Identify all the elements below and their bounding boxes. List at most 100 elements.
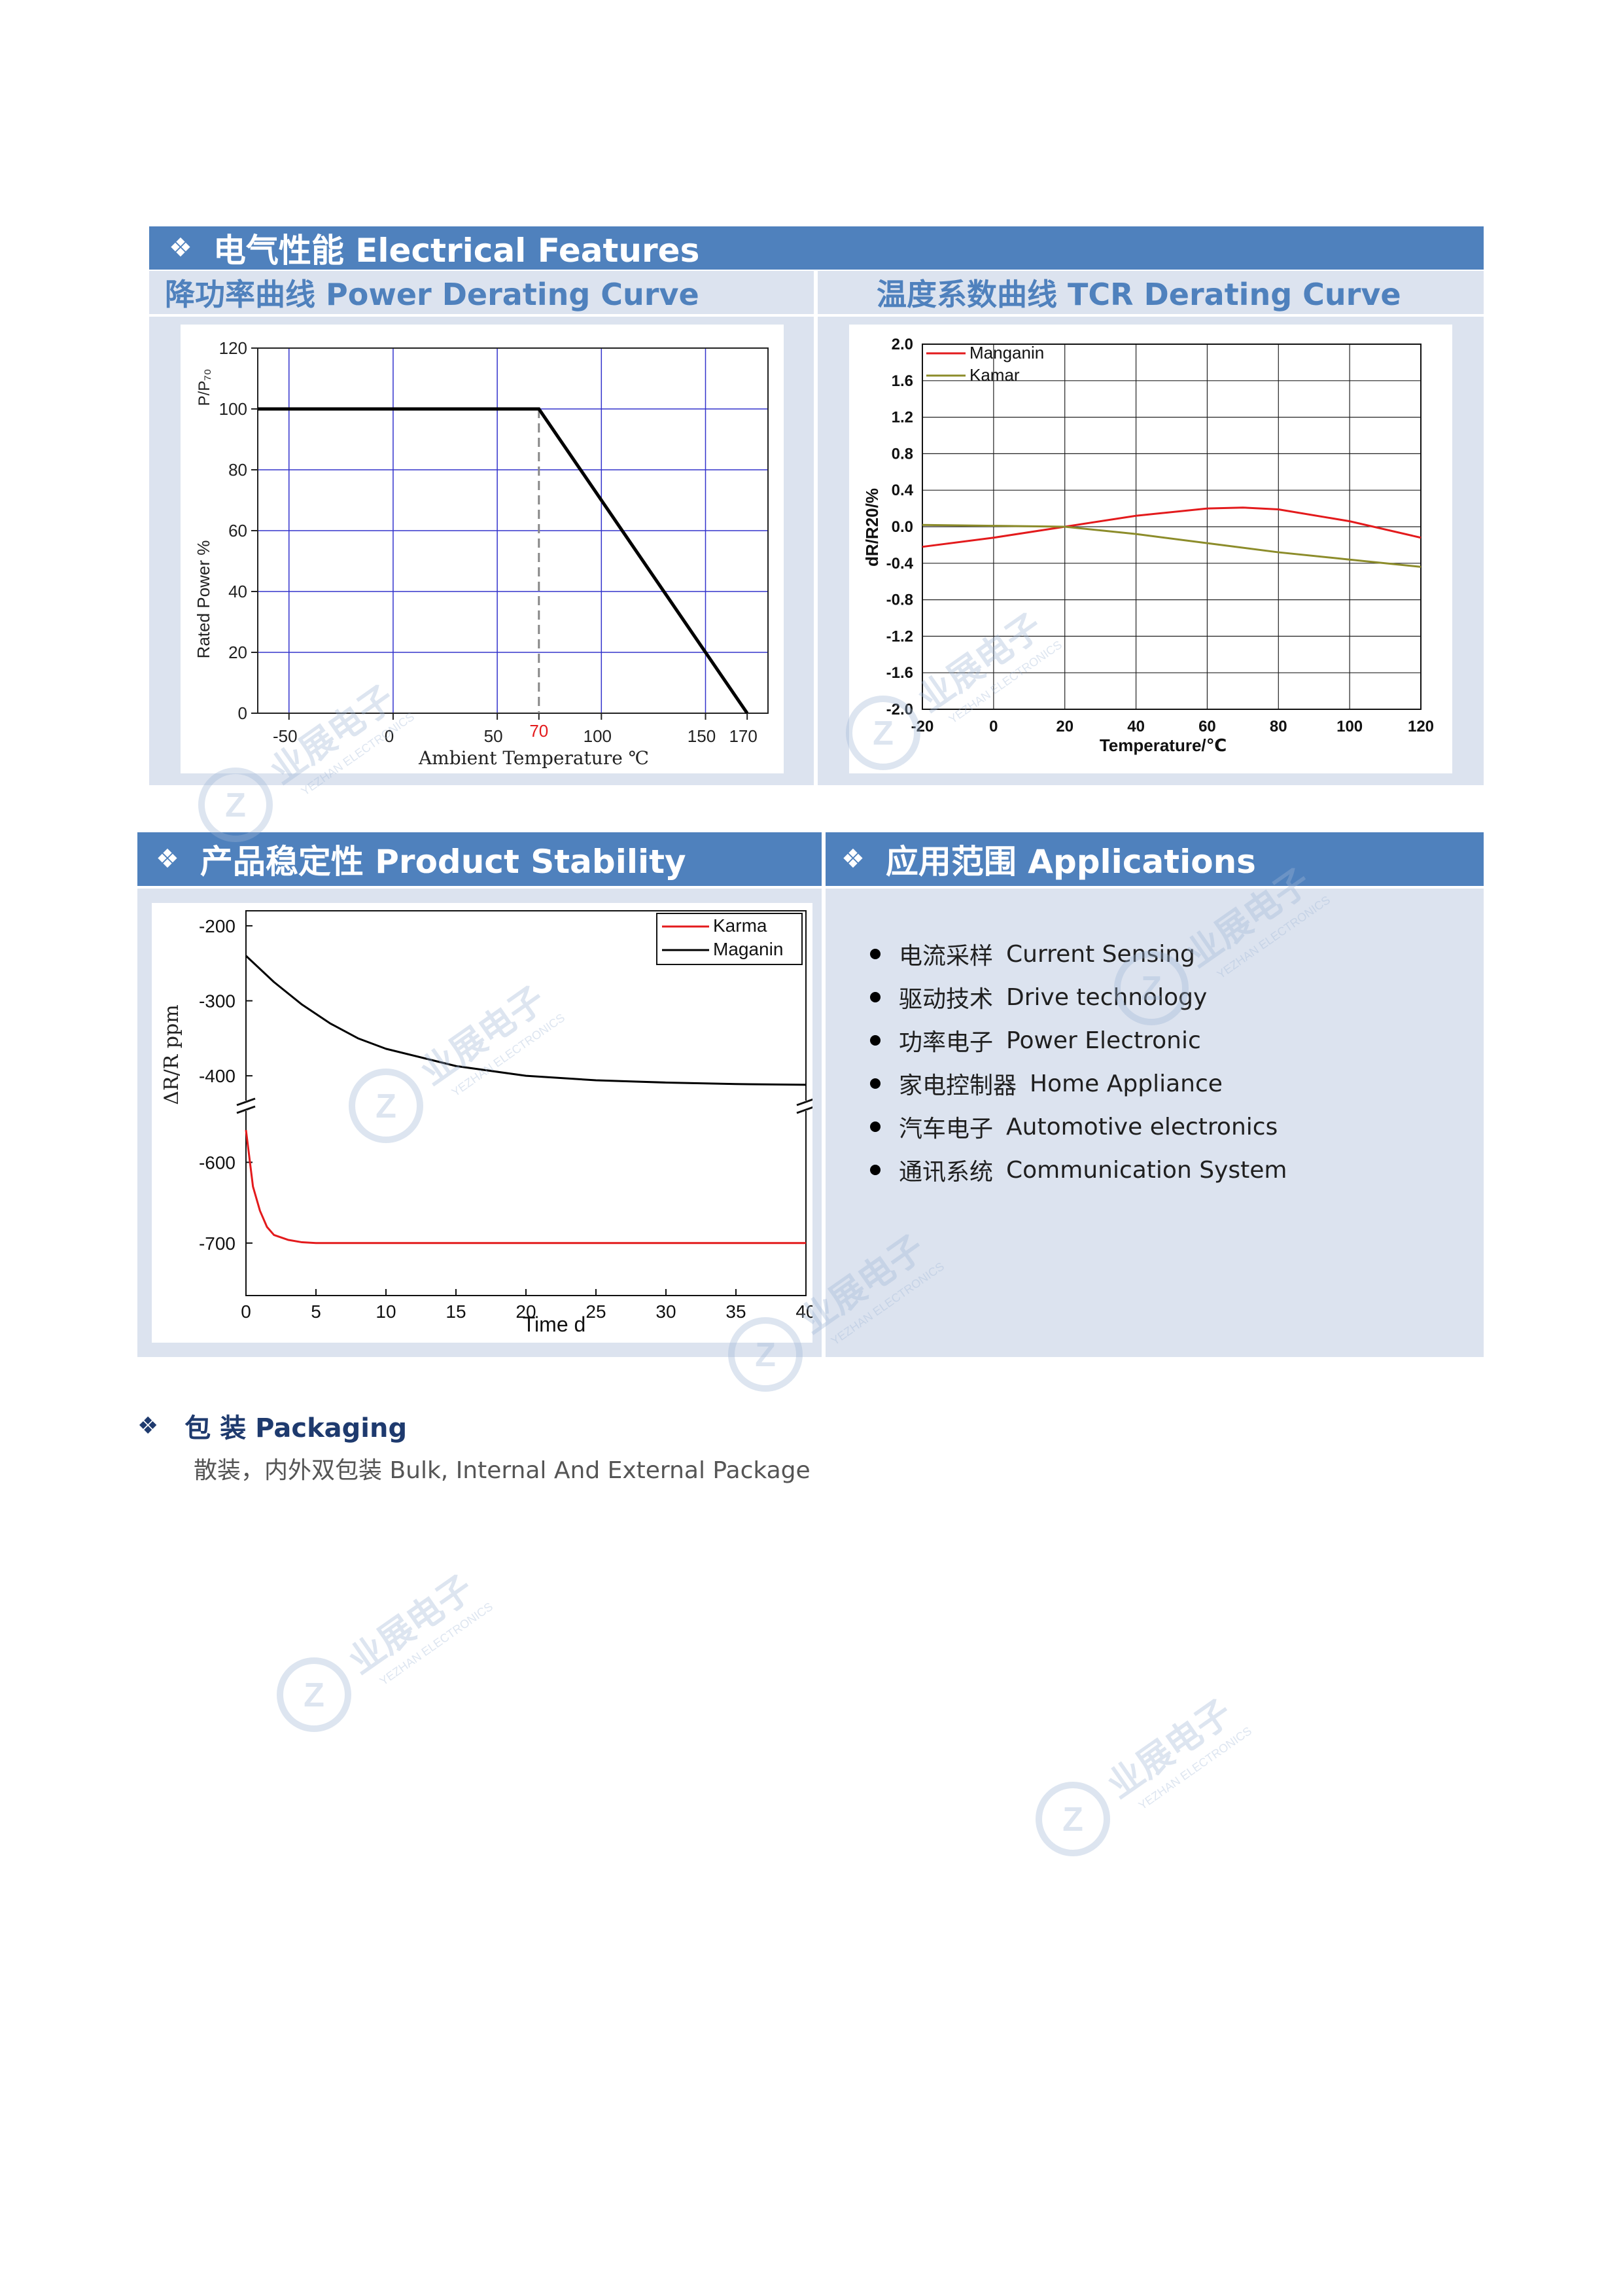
pd-xtick-label: 0 (385, 726, 394, 746)
tcr-ytick-label: -0.8 (886, 592, 913, 609)
watermark-circle (198, 768, 273, 842)
application-item: 电流采样 Current Sensing (870, 932, 1287, 976)
tcr-ylabel: dR/R20/% (862, 488, 882, 567)
st-xtick-label: 5 (311, 1301, 321, 1322)
st-xtick-label: 25 (585, 1301, 606, 1322)
tcr-subheader: 温度系数曲线 TCR Derating Curve (818, 271, 1484, 314)
st-axis-break-mark (236, 1105, 256, 1114)
application-en: Power Electronic (1006, 1027, 1201, 1054)
tcr-legend-label: Kamar (969, 365, 1020, 385)
watermark-letter: Z (304, 1676, 324, 1714)
st-axis-break-mark (236, 1097, 256, 1106)
st-legend-label: Maganin (713, 939, 783, 959)
application-en: Home Appliance (1030, 1070, 1223, 1097)
applications-title: 应用范围 Applications (885, 843, 1256, 881)
application-en: Communication System (1006, 1156, 1287, 1184)
diamond-icon: ❖ (841, 844, 865, 874)
pd-ytick-label: 0 (238, 703, 247, 723)
tcr-xtick-label: 120 (1408, 718, 1434, 735)
bullet-icon (870, 949, 881, 959)
pd-xlabel: Ambient Temperature ℃ (418, 747, 649, 769)
tcr-xtick-label: 100 (1336, 718, 1363, 735)
bullet-icon (870, 992, 881, 1002)
product-stability-header: ❖ 产品稳定性 Product Stability (137, 832, 822, 886)
tcr-legend-label: Manganin (969, 343, 1044, 362)
applications-panel (826, 889, 1484, 1357)
packaging-header: ❖ 包 装 Packaging (137, 1407, 407, 1445)
tcr-chart: 2.0 1.6 1.2 0.8 0.4 0.0 -0.4 -0.8 -1.2 -1.6 -2.0 -2… (849, 325, 1452, 773)
application-en: Drive technology (1006, 983, 1208, 1011)
st-ytick-label: -400 (199, 1066, 236, 1086)
application-en: Automotive electronics (1006, 1113, 1278, 1140)
tcr-ytick-label: -0.4 (886, 555, 914, 573)
tcr-title: 温度系数曲线 TCR Derating Curve (877, 277, 1401, 312)
electrical-features-title: 电气性能 Electrical Features (213, 232, 700, 270)
pd-xtick-label: 150 (688, 726, 716, 746)
product-stability-title: 产品稳定性 Product Stability (200, 843, 686, 881)
tcr-xtick-label: 20 (1056, 718, 1073, 735)
pd-ytick-label: 100 (219, 399, 247, 419)
electrical-features-header: ❖ 电气性能 Electrical Features (149, 226, 1484, 270)
pd-xtick-label: 50 (484, 726, 503, 746)
tcr-ytick-label: -1.2 (886, 627, 913, 645)
pd-ytick-label: 80 (228, 460, 247, 480)
watermark-logo: Z 业展电子 YEZHAN ELECTRONICS (1034, 1693, 1308, 1867)
application-item: 通讯系统 Communication System (870, 1148, 1287, 1192)
bullet-icon (870, 1035, 881, 1046)
tcr-xtick-label: 40 (1127, 718, 1145, 735)
tcr-ytick-label: 0.0 (892, 518, 913, 536)
st-axis-break-mark (796, 1105, 816, 1114)
diamond-icon: ❖ (137, 1412, 159, 1439)
pd-plot-frame (257, 347, 769, 714)
applications-header: ❖ 应用范围 Applications (826, 832, 1484, 886)
watermark-logo: Z 业展电子 YEZHAN ELECTRONICS (196, 679, 471, 853)
pd-ylabel: Rated Power % (194, 540, 213, 659)
tcr-xtick-label: 0 (989, 718, 998, 735)
watermark-circle (277, 1657, 351, 1732)
tcr-ytick-label: 1.2 (892, 409, 913, 427)
packaging-text: 散装，内外双包装 Bulk, Internal And External Pac… (194, 1457, 811, 1484)
pd-ytick-label: 120 (219, 338, 247, 358)
tcr-xtick-label: -20 (911, 718, 934, 735)
tcr-ytick-label: 2.0 (892, 336, 913, 353)
application-cn: 电流采样 (899, 943, 994, 970)
watermark-logo: Z 业展电子 YEZHAN ELECTRONICS (347, 980, 621, 1154)
power-derating-chart: 0 20 40 60 80 100 120 -50 0 50 70 100 150 170 Rated P… (181, 325, 784, 773)
st-ytick-label: -700 (199, 1233, 236, 1254)
tcr-plot-frame (922, 344, 1422, 710)
st-xtick-label: 15 (445, 1301, 466, 1322)
pd-ytick-label: 20 (228, 643, 247, 662)
st-series-line (245, 955, 807, 1086)
st-ytick-label: -300 (199, 991, 236, 1012)
watermark-circle (846, 696, 920, 770)
st-xtick-label: 10 (375, 1301, 396, 1322)
pd-xtick-label: 100 (584, 726, 612, 746)
diamond-icon: ❖ (169, 233, 192, 263)
pd-derating-line (258, 407, 749, 715)
watermark-logo: Z 业展电子 YEZHAN ELECTRONICS (726, 1228, 1001, 1403)
tcr-ytick-label: -1.6 (886, 664, 913, 682)
watermark-circle (1036, 1782, 1110, 1856)
tcr-xlabel: Temperature/℃ (1100, 735, 1227, 755)
tcr-ytick-label: 1.6 (892, 372, 913, 390)
watermark-circle (728, 1317, 803, 1392)
st-axis-break-mark (796, 1097, 816, 1106)
bullet-icon (870, 1122, 881, 1132)
st-xtick-label: 20 (515, 1301, 536, 1322)
watermark-circle (349, 1069, 423, 1143)
watermark-letter: Z (873, 715, 894, 752)
packaging-title: 包 装 Packaging (184, 1413, 408, 1443)
st-xtick-label: 35 (725, 1301, 746, 1322)
applications-list: 电流采样 Current Sensing 驱动技术 Drive technology 功… (870, 932, 1287, 1192)
st-legend-label: Karma (713, 915, 767, 936)
application-cn: 汽车电子 (899, 1116, 994, 1142)
application-cn: 通讯系统 (899, 1159, 994, 1186)
tcr-ytick-label: -2.0 (886, 701, 913, 718)
tcr-svg: 2.0 1.6 1.2 0.8 0.4 0.0 -0.4 -0.8 -1.2 -1.6 -2.0-2… (862, 336, 1434, 755)
